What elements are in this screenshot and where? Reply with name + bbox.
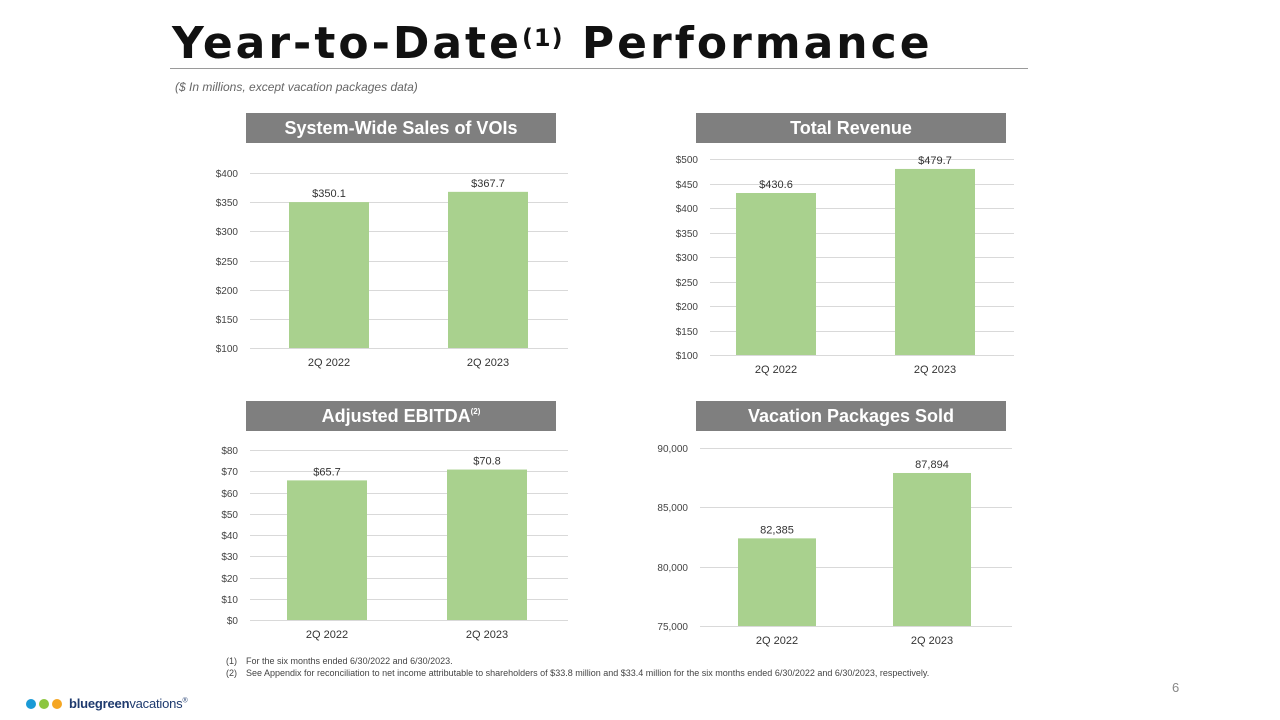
chart-header-revenue: Total Revenue [696,113,1006,143]
y-tick-label: 90,000 [657,444,688,455]
footnote-2: (2) See Appendix for reconciliation to n… [226,667,930,678]
y-tick-label: $300 [676,253,699,264]
y-tick-label: $30 [221,552,238,563]
footnote-1: (1) For the six months ended 6/30/2022 a… [226,656,453,666]
y-tick-label: $200 [216,286,239,297]
data-label: $65.7 [313,466,341,478]
y-tick-label: $350 [216,198,239,209]
data-label: $70.8 [473,456,501,468]
y-tick-label: 75,000 [657,622,688,633]
y-tick-label: $500 [676,155,699,166]
bar [893,472,971,626]
x-category-label: 2Q 2023 [467,357,509,369]
x-category-label: 2Q 2023 [911,635,953,647]
y-tick-label: $400 [676,204,699,215]
y-tick-label: $70 [221,467,238,478]
chart-sales: $100 $150 $200 $250 $300 $350 $400 $350.1 2Q 202… [216,169,568,369]
title-divider [170,68,1028,69]
y-tick-label: $100 [216,344,239,355]
bar [448,191,528,348]
y-tick-label: 85,000 [657,503,688,514]
data-label: $430.6 [759,179,793,191]
data-label: $350.1 [312,188,346,200]
bar [736,193,816,355]
y-tick-label: $400 [216,169,239,180]
y-tick-label: $200 [676,302,699,313]
x-category-label: 2Q 2023 [466,629,508,641]
page-subtitle: ($ In millions, except vacation packages… [175,80,418,94]
y-tick-label: $10 [221,595,238,606]
footnotes: (1) For the six months ended 6/30/2022 a… [226,656,1016,679]
bluegreen-logo: bluegreenvacations® [26,696,188,711]
y-tick-label: $100 [676,351,699,362]
y-tick-label: $80 [221,446,238,457]
chart-packages: 75,000 80,000 85,000 90,000 82,385 2Q 2022 87,… [657,444,1012,647]
bar [738,538,816,626]
x-category-label: 2Q 2022 [308,357,350,369]
chart-revenue: $100 $150 $200 $250 $300 $350 $400 $450 $500 $430… [676,155,1014,376]
bar [287,480,367,620]
title-footnote-marker: (1) [521,24,564,52]
y-tick-label: $150 [216,315,239,326]
chart-header-sales: System-Wide Sales of VOIs [246,113,556,143]
y-tick-label: $40 [221,531,238,542]
data-label: $367.7 [471,178,505,190]
y-tick-label: $50 [221,510,238,521]
y-tick-label: $0 [227,616,239,627]
data-label: 87,894 [915,459,949,471]
x-category-label: 2Q 2022 [306,629,348,641]
y-tick-label: $450 [676,180,699,191]
bar [289,202,369,348]
logo-dot-icon [39,698,49,709]
bar [447,469,527,620]
y-tick-label: $150 [676,327,699,338]
chart-header-packages: Vacation Packages Sold [696,401,1006,431]
x-category-label: 2Q 2023 [914,364,956,376]
logo-dot-icon [26,698,36,709]
page-title: Year-to-Date(1) Performance [172,18,933,69]
ebitda-footnote-marker: (2) [470,407,481,416]
y-tick-label: $350 [676,229,699,240]
data-label: 82,385 [760,524,794,536]
y-tick-label: $300 [216,227,239,238]
data-label: $479.7 [918,155,952,167]
bar [895,168,975,355]
y-tick-label: $20 [221,574,238,585]
chart-header-ebitda: Adjusted EBITDA(2) [246,401,556,431]
y-tick-label: $250 [216,257,239,268]
x-category-label: 2Q 2022 [755,364,797,376]
logo-wordmark: bluegreenvacations® [69,696,188,711]
logo-dot-icon [52,698,62,709]
chart-ebitda: $0 $10 $20 $30 $40 $50 $60 $70 $80 $65.7 2Q 2022 $7… [221,446,568,641]
y-tick-label: $60 [221,489,238,500]
page-number: 6 [1172,680,1180,695]
x-category-label: 2Q 2022 [756,635,798,647]
y-tick-label: $250 [676,278,699,289]
y-tick-label: 80,000 [657,563,688,574]
